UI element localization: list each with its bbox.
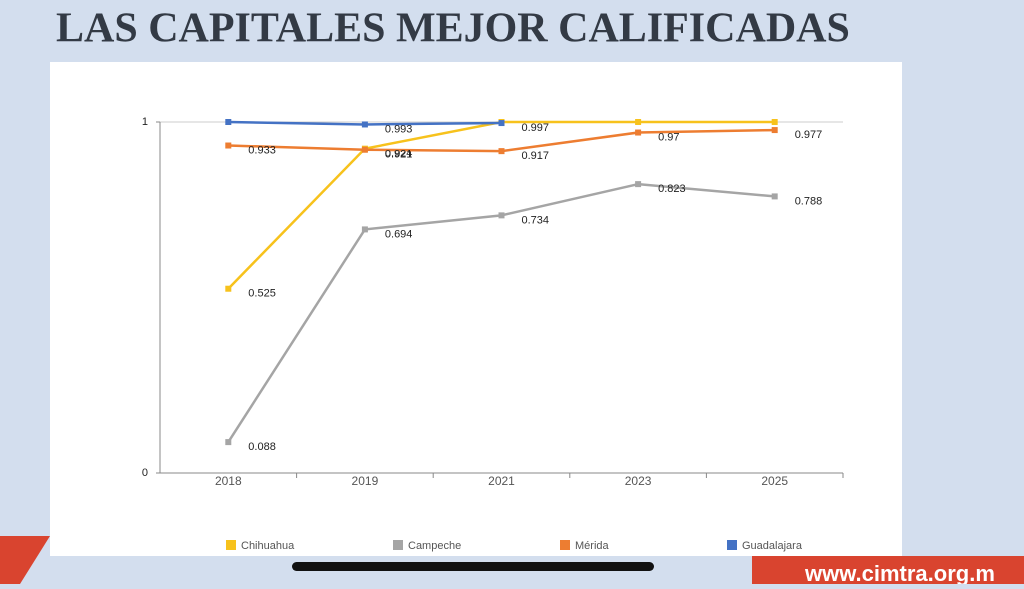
data-point	[225, 142, 232, 149]
data-label: 0.997	[522, 122, 550, 134]
x-tick-label: 2019	[352, 474, 379, 488]
legend-swatch	[393, 540, 403, 550]
data-point	[498, 120, 505, 127]
data-point	[771, 119, 778, 125]
data-label: 0.734	[522, 214, 550, 226]
x-tick-label: 2018	[215, 474, 242, 488]
legend-swatch	[560, 540, 570, 550]
data-point	[361, 121, 368, 128]
data-label: 0.977	[795, 129, 823, 141]
data-point	[361, 226, 368, 233]
legend-swatch	[727, 540, 737, 550]
data-label: 0.088	[248, 441, 276, 453]
data-point	[635, 119, 642, 125]
data-point	[635, 129, 642, 136]
data-label: 0.525	[248, 288, 276, 300]
data-point	[635, 181, 642, 188]
x-tick-label: 2021	[488, 474, 515, 488]
data-point	[225, 439, 232, 446]
data-label: 0.917	[522, 150, 550, 162]
decoration	[0, 536, 50, 584]
legend-label: Campeche	[408, 540, 461, 552]
data-point	[498, 212, 505, 219]
data-label: 0.921	[385, 149, 413, 161]
data-point	[225, 285, 232, 292]
data-point	[771, 127, 778, 134]
data-point	[498, 148, 505, 155]
data-point	[225, 119, 232, 125]
x-tick-label: 2025	[761, 474, 788, 488]
footer-url: www.cimtra.org.m	[804, 561, 995, 584]
legend-swatch	[226, 540, 236, 550]
slide-title: LAS CAPITALES MEJOR CALIFICADAS	[56, 6, 850, 52]
footer-box	[752, 556, 1024, 584]
x-tick-label: 2023	[625, 474, 652, 488]
data-point	[361, 146, 368, 153]
data-label: 0.788	[795, 195, 823, 207]
data-point	[771, 193, 778, 200]
data-label: 0.694	[385, 228, 413, 240]
data-label: 0.823	[658, 183, 686, 195]
legend-label: Mérida	[575, 540, 610, 552]
legend-label: Chihuahua	[241, 540, 295, 552]
chart-panel	[50, 62, 902, 556]
data-label: 0.933	[248, 144, 276, 156]
y-tick-label: 0	[142, 467, 148, 479]
y-tick-label: 1	[142, 116, 148, 128]
home-indicator	[292, 562, 654, 571]
data-label: 0.993	[385, 123, 413, 135]
data-label: 0.97	[658, 131, 679, 143]
legend-label: Guadalajara	[742, 540, 803, 552]
